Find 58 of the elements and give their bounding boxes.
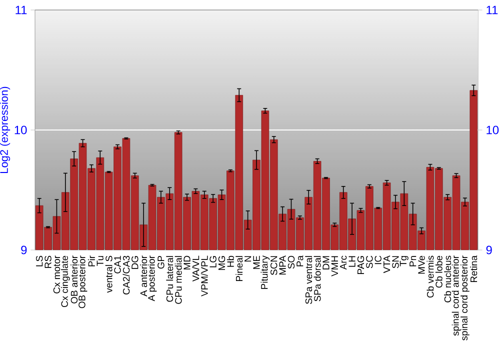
- x-tick-label: LH: [348, 256, 356, 267]
- y2-tick-label: 10: [486, 126, 499, 134]
- x-tick-label: LG: [210, 256, 216, 268]
- y-axis-title: Log2 (expression): [0, 86, 10, 173]
- x-tick-label: Pineal: [236, 256, 243, 281]
- x-tick-label: PAG: [357, 256, 364, 274]
- x-tick-label: IC: [374, 256, 382, 264]
- x-tick-label: Cx motor: [53, 256, 60, 294]
- x-tick-label: Tg: [400, 256, 408, 266]
- x-tick-label: CA1: [114, 256, 121, 274]
- y-tick-label: 10: [14, 126, 27, 134]
- x-tick-label: CPu lateral: [166, 256, 174, 302]
- x-tick-label: MG: [218, 256, 226, 270]
- x-tick-label: RS: [44, 256, 52, 268]
- x-tick-label: VMH: [331, 256, 338, 276]
- x-tick-label: Cx cingulate: [60, 256, 70, 308]
- x-tick-label: N: [244, 256, 252, 262]
- y-tick-label: 9: [21, 246, 27, 254]
- x-tick-label: Pn: [410, 256, 416, 266]
- x-tick-label: Cb lobe: [435, 256, 442, 288]
- x-tick-label: A anterior: [140, 256, 148, 296]
- x-tick-label: VPM/VPL: [200, 256, 208, 296]
- x-tick-label: ventral S: [105, 256, 112, 293]
- x-tick-label: SPa dorsal: [314, 256, 321, 302]
- x-tick-label: OB anterior: [70, 256, 78, 304]
- x-tick-label: SO: [288, 256, 295, 269]
- x-tick-label: Arc: [340, 256, 347, 270]
- x-tick-label: SN: [392, 256, 399, 268]
- x-tick-label: SPa ventral: [305, 256, 312, 304]
- x-tick-label: LS: [36, 256, 43, 266]
- y2-tick-label: 9: [486, 246, 492, 254]
- x-tick-label: VA/VL: [192, 256, 200, 282]
- x-tick-label: Pir: [88, 256, 95, 266]
- x-tick-label: ME: [253, 256, 260, 269]
- x-tick-label: MD: [184, 256, 190, 270]
- x-tick-label: Cb nucleus: [444, 256, 452, 302]
- x-tick-label: SC: [366, 256, 373, 268]
- x-tick-label: Cb vermis: [426, 256, 434, 298]
- x-tick-label: SCN: [270, 256, 278, 275]
- x-tick-label: MPA: [279, 255, 286, 274]
- x-tick-label: MVe: [418, 256, 425, 274]
- y-tick-label: 11: [16, 6, 27, 14]
- x-tick-label: CPu medial: [174, 256, 182, 304]
- x-tick-label: VTA: [384, 255, 390, 274]
- x-tick-label: Pituitary: [260, 255, 270, 289]
- x-tick-label: DM: [322, 256, 330, 270]
- x-tick-label: A posterior: [148, 256, 157, 302]
- x-tick-label: spinal cord anterior: [452, 256, 461, 336]
- x-tick-label: spinal cord posterior: [460, 256, 470, 340]
- x-tick-label: OB posterior: [78, 256, 88, 308]
- x-tick-label: DG: [132, 256, 138, 269]
- x-tick-label: Pa: [296, 255, 304, 266]
- y2-tick-label: 11: [486, 6, 498, 14]
- x-tick-label: Tu: [96, 256, 104, 266]
- x-tick-label: CA2/CA3: [122, 256, 130, 294]
- x-tick-label: Hb: [226, 256, 234, 267]
- x-tick-label: Retina: [470, 255, 478, 282]
- x-tick-label: GP: [158, 256, 164, 269]
